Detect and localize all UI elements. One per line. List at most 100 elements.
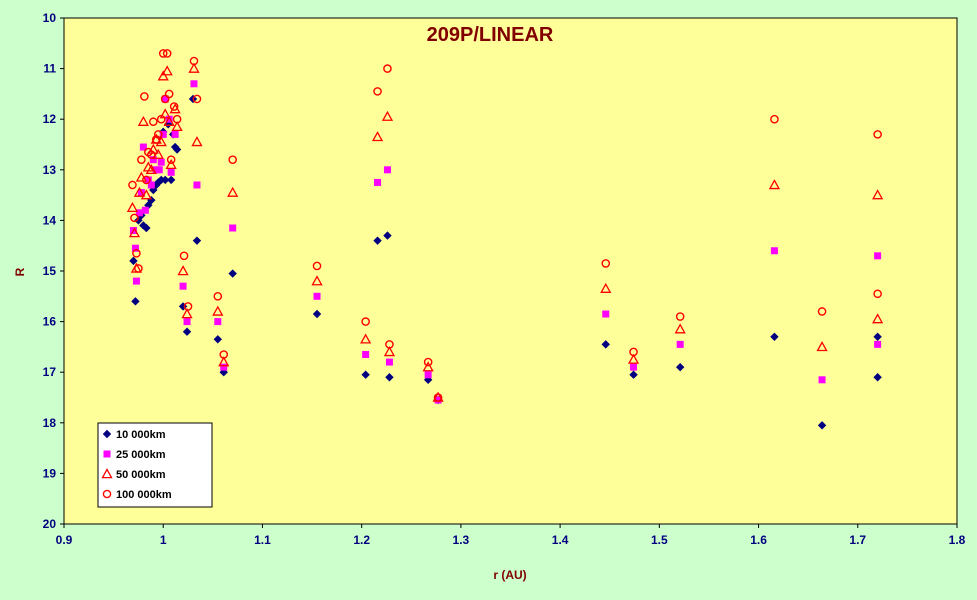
data-point <box>383 346 396 357</box>
data-point <box>311 275 323 286</box>
data-point <box>158 49 168 58</box>
data-point <box>385 373 394 382</box>
legend-label: 50 000km <box>116 469 166 481</box>
data-point <box>600 282 612 293</box>
data-point <box>165 158 177 169</box>
data-point <box>873 332 882 341</box>
data-point <box>151 135 161 144</box>
data-point <box>147 150 156 159</box>
data-point <box>674 323 686 334</box>
data-point <box>179 282 187 290</box>
legend-marker <box>101 468 113 479</box>
y-axis-title: R <box>13 267 27 276</box>
data-point <box>171 120 183 132</box>
data-point <box>768 179 781 190</box>
x-tick-label: 1.2 <box>353 533 370 547</box>
data-point <box>361 370 370 379</box>
data-point <box>219 350 229 359</box>
data-point <box>770 247 778 255</box>
data-point <box>385 340 394 349</box>
data-point <box>177 265 189 276</box>
data-point <box>147 181 155 189</box>
data-point <box>148 117 158 127</box>
data-point <box>129 256 138 266</box>
data-point <box>385 358 393 366</box>
data-point <box>130 213 139 223</box>
data-point <box>371 131 384 142</box>
data-point <box>627 353 640 364</box>
data-point <box>153 130 163 139</box>
data-point <box>212 305 224 316</box>
data-point <box>164 89 174 99</box>
x-tick-label: 1.1 <box>254 533 271 547</box>
data-point <box>313 292 321 300</box>
data-point <box>423 357 433 367</box>
series-4 <box>128 49 882 402</box>
x-tick-label: 1.5 <box>651 533 668 547</box>
data-point <box>183 318 191 326</box>
data-point <box>629 347 638 357</box>
data-point <box>142 223 151 233</box>
data-point <box>165 115 173 123</box>
data-point <box>818 376 826 384</box>
legend-label: 100 000km <box>116 489 172 501</box>
data-point <box>149 156 157 164</box>
x-tick-label: 1.6 <box>750 533 767 547</box>
data-point <box>135 209 143 217</box>
data-point <box>817 421 827 430</box>
data-point <box>191 136 203 147</box>
data-point <box>362 350 370 358</box>
x-tick-label: 1.4 <box>552 533 569 547</box>
data-point <box>675 312 685 321</box>
data-point <box>145 163 157 175</box>
data-point <box>218 356 230 367</box>
data-point <box>167 168 175 176</box>
data-point <box>312 261 322 271</box>
data-point <box>220 363 228 371</box>
data-point <box>214 318 222 326</box>
data-point <box>192 236 202 245</box>
data-point <box>161 65 173 76</box>
data-point <box>190 80 198 88</box>
data-point <box>193 181 201 189</box>
data-point <box>360 333 372 344</box>
data-point <box>137 155 146 164</box>
y-tick-label: 14 <box>43 213 57 227</box>
data-point <box>161 95 169 103</box>
data-point <box>433 393 443 402</box>
x-axis-title: r (AU) <box>493 568 526 582</box>
y-tick-label: 10 <box>43 11 57 25</box>
data-point <box>383 231 392 240</box>
data-point <box>179 251 189 261</box>
data-point <box>213 291 223 301</box>
data-point <box>192 94 202 104</box>
data-point <box>131 244 139 252</box>
legend-marker <box>103 450 111 458</box>
x-tick-label: 1.3 <box>453 533 470 547</box>
data-point <box>229 224 237 232</box>
data-point <box>188 62 200 73</box>
data-point <box>872 313 884 324</box>
y-tick-label: 15 <box>43 264 57 278</box>
y-tick-label: 17 <box>43 365 57 379</box>
data-point <box>817 307 827 316</box>
data-point <box>126 201 139 213</box>
y-tick-label: 16 <box>43 315 57 329</box>
data-point <box>162 49 172 58</box>
data-point <box>434 396 442 404</box>
data-point <box>182 327 192 336</box>
data-point <box>770 114 779 124</box>
y-tick-label: 18 <box>43 416 57 430</box>
data-point <box>169 102 179 111</box>
data-point <box>424 371 432 379</box>
data-point <box>601 340 610 349</box>
data-point <box>140 189 152 200</box>
data-point <box>161 175 170 185</box>
data-point <box>422 361 434 372</box>
y-tick-label: 19 <box>43 466 57 480</box>
x-axis: 0.9 1 1.1 1.2 1.3 1.4 1.5 1.6 1.7 1.8 <box>56 524 966 547</box>
data-point <box>383 64 392 73</box>
data-point <box>770 332 779 341</box>
data-point <box>629 370 638 379</box>
